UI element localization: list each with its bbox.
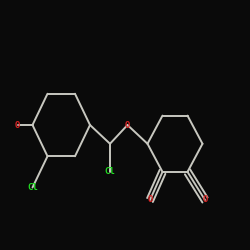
Text: Cl: Cl (27, 183, 38, 192)
Text: Cl: Cl (104, 168, 116, 176)
Text: O: O (202, 196, 208, 204)
Text: O: O (125, 120, 130, 130)
Text: O: O (15, 120, 20, 130)
Text: O: O (147, 196, 153, 204)
